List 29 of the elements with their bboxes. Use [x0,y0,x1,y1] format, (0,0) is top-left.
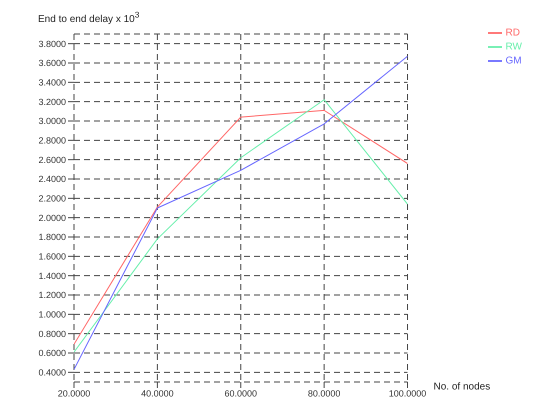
legend-label: GM [506,56,522,67]
y-tick-label: 0.4000 [38,368,66,378]
y-tick-label: 2.2000 [38,194,66,204]
legend-label: RD [506,28,520,39]
x-tick-label: 40.0000 [141,388,174,398]
y-tick-label: 1.2000 [38,290,66,300]
y-tick-label: 3.4000 [38,78,66,88]
x-tick-label: 60.0000 [224,388,258,398]
x-tick-label: 100.0000 [388,388,426,398]
y-axis-title: End to end delay x 10$^{3}$ [38,10,140,26]
y-tick-label: 2.8000 [38,136,66,146]
y-tick-label: 1.0000 [38,310,66,320]
x-tick-label: 80.0000 [308,388,340,398]
y-tick-label: 3.6000 [38,58,66,68]
legend-label: RW [506,42,522,53]
x-axis-title: No. of nodes [434,382,490,393]
y-tick-label: 2.0000 [38,212,66,223]
y-tick-label: 0.6000 [38,348,66,358]
y-tick-label: 2.4000 [38,174,66,184]
y-tick-label: 1.8000 [38,232,66,242]
y-tick-label: 3.0000 [38,116,66,126]
y-tick-label: 3.2000 [38,96,66,107]
y-tick-label: 1.6000 [38,252,66,262]
y-tick-label: 1.4000 [38,270,66,281]
y-tick-label: 0.8000 [38,328,66,339]
x-tick-label: 20.0000 [58,388,90,398]
line-series [74,56,408,370]
y-tick-label: 2.6000 [38,154,66,165]
y-tick-label: 3.8000 [38,38,66,49]
